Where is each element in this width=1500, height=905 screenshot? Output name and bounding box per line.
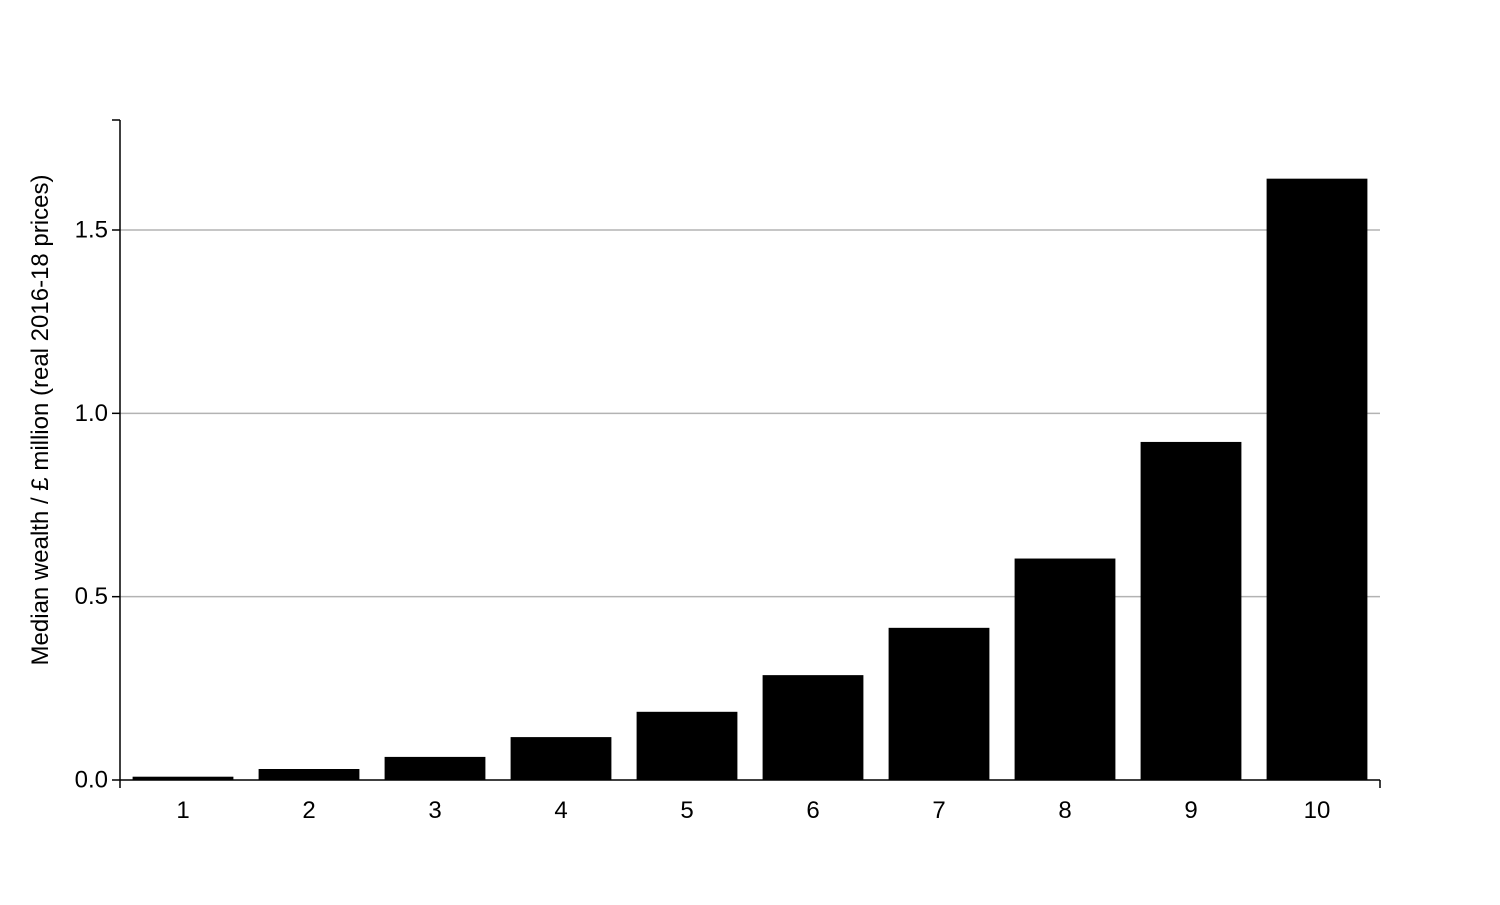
bar bbox=[258, 769, 360, 780]
x-tick-label: 10 bbox=[1304, 797, 1331, 824]
bar bbox=[636, 711, 738, 780]
bar bbox=[384, 756, 486, 780]
x-tick-label: 4 bbox=[554, 797, 567, 824]
x-tick-label: 9 bbox=[1184, 797, 1197, 824]
bar bbox=[510, 737, 612, 780]
y-ticks: 0.0 0.5 1.0 1.5 bbox=[75, 119, 120, 794]
x-ticks: 1 2 3 4 5 6 7 8 9 10 bbox=[119, 780, 1381, 824]
y-tick-label: 1.5 bbox=[75, 217, 108, 244]
bars bbox=[132, 178, 1368, 780]
bar bbox=[888, 627, 990, 780]
bar bbox=[1140, 441, 1242, 780]
y-tick-label: 0.0 bbox=[75, 767, 108, 794]
x-tick-label: 5 bbox=[680, 797, 693, 824]
x-tick-label: 6 bbox=[806, 797, 819, 824]
bar bbox=[762, 675, 864, 780]
y-tick-label: 0.5 bbox=[75, 583, 108, 610]
bar bbox=[1266, 178, 1368, 780]
y-axis-title: Median wealth / £ million (real 2016-18 … bbox=[27, 175, 54, 666]
bar bbox=[132, 776, 234, 780]
x-tick-label: 8 bbox=[1058, 797, 1071, 824]
y-tick-label: 1.0 bbox=[75, 400, 108, 427]
x-tick-label: 7 bbox=[932, 797, 945, 824]
x-tick-label: 3 bbox=[428, 797, 441, 824]
x-tick-label: 1 bbox=[176, 797, 189, 824]
bar bbox=[1014, 558, 1116, 780]
x-tick-label: 2 bbox=[302, 797, 315, 824]
